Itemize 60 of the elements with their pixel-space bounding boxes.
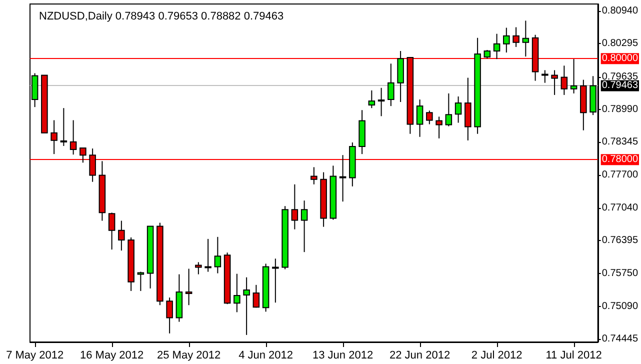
candlestick [243,276,250,336]
ref-line-label: 0.80000 [602,53,638,64]
candlestick [436,116,442,139]
candlestick [166,297,173,334]
candlestick [542,70,548,84]
x-tick-label: 25 May 2012 [157,350,221,362]
candlestick [522,20,530,58]
y-tick-label: 0.75090 [602,301,638,312]
x-tick-label: 2 Jul 2012 [471,350,522,362]
candlestick [378,87,385,117]
candlestick [70,120,77,156]
candlestick [89,148,96,182]
y-tick-label: 0.80940 [602,6,638,17]
ref-line-label: 0.78000 [602,154,638,166]
candlestick [50,120,58,155]
candlestick [388,63,394,107]
candlestick [416,98,424,138]
candlestick [195,262,202,275]
candlestick [426,110,433,125]
y-tick-label: 0.80295 [602,38,638,50]
y-tick-label: 0.78990 [602,104,638,116]
candlestick [234,273,240,313]
candlestick [80,146,86,164]
candlestick [300,200,308,253]
x-tick-label: 7 May 2012 [6,350,64,362]
candlestick [214,236,222,274]
candlestick [204,238,212,272]
candlestick [137,271,144,292]
y-tick-label: 0.77040 [602,202,638,214]
candlestick [272,258,279,304]
candlestick [570,58,578,94]
candlestick [445,92,452,127]
candlestick [503,27,510,53]
candlestick [185,268,192,306]
text: NZDUSD,Daily 0.78943 0.79653 0.78882 0.79463 [39,10,284,22]
candlestick [512,26,520,48]
candlestick [108,212,116,250]
candlestick [252,284,260,308]
y-tick-label: 0.75750 [602,268,638,279]
x-tick-label: 11 Jul 2012 [546,350,602,362]
candlestick [368,90,376,109]
y-tick-label: 0.74445 [602,334,638,345]
candlestick [60,108,68,146]
candlestick [339,154,346,202]
candlestick [118,220,125,252]
x-tick-label: 22 Jun 2012 [390,350,450,362]
x-tick-label: 4 Jun 2012 [238,350,294,362]
ref-line-label: 0.79463 [602,80,638,92]
candlestick [560,65,568,96]
x-tick-label: 13 Jun 2012 [312,350,374,362]
candlestick [464,77,472,141]
y-tick-label: 0.76395 [602,235,638,246]
x-tick-label: 16 May 2012 [80,350,144,362]
candlestick [454,96,462,124]
candlestick [291,184,298,230]
candlestick [551,70,558,96]
candlestick [310,166,318,185]
y-tick-label: 0.78345 [602,136,638,148]
candlestick [493,33,500,60]
y-tick-label: 0.77700 [602,169,638,180]
